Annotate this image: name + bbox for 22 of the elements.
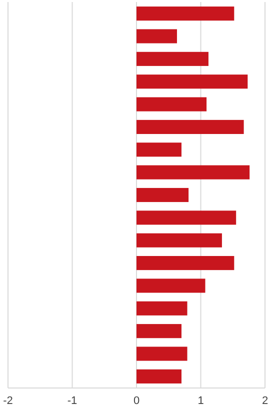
bar	[136, 233, 222, 248]
bar	[136, 256, 234, 270]
bar	[136, 278, 206, 293]
bar	[136, 97, 207, 112]
x-tick-label: 0	[133, 395, 140, 407]
bar	[136, 165, 250, 180]
bar	[136, 210, 236, 225]
bar	[136, 301, 188, 316]
bar	[136, 120, 244, 134]
bar	[136, 52, 208, 66]
x-tick-label: -2	[3, 395, 13, 407]
x-tick-label: -1	[67, 395, 78, 407]
bar	[136, 142, 182, 157]
bar	[136, 324, 182, 338]
x-tick-label: 1	[198, 395, 204, 407]
bar	[136, 29, 177, 44]
bar	[136, 188, 189, 202]
bar	[136, 369, 182, 384]
bar	[136, 74, 248, 89]
bar	[136, 6, 234, 21]
bar	[136, 346, 188, 361]
x-tick-label: 2	[262, 395, 268, 407]
